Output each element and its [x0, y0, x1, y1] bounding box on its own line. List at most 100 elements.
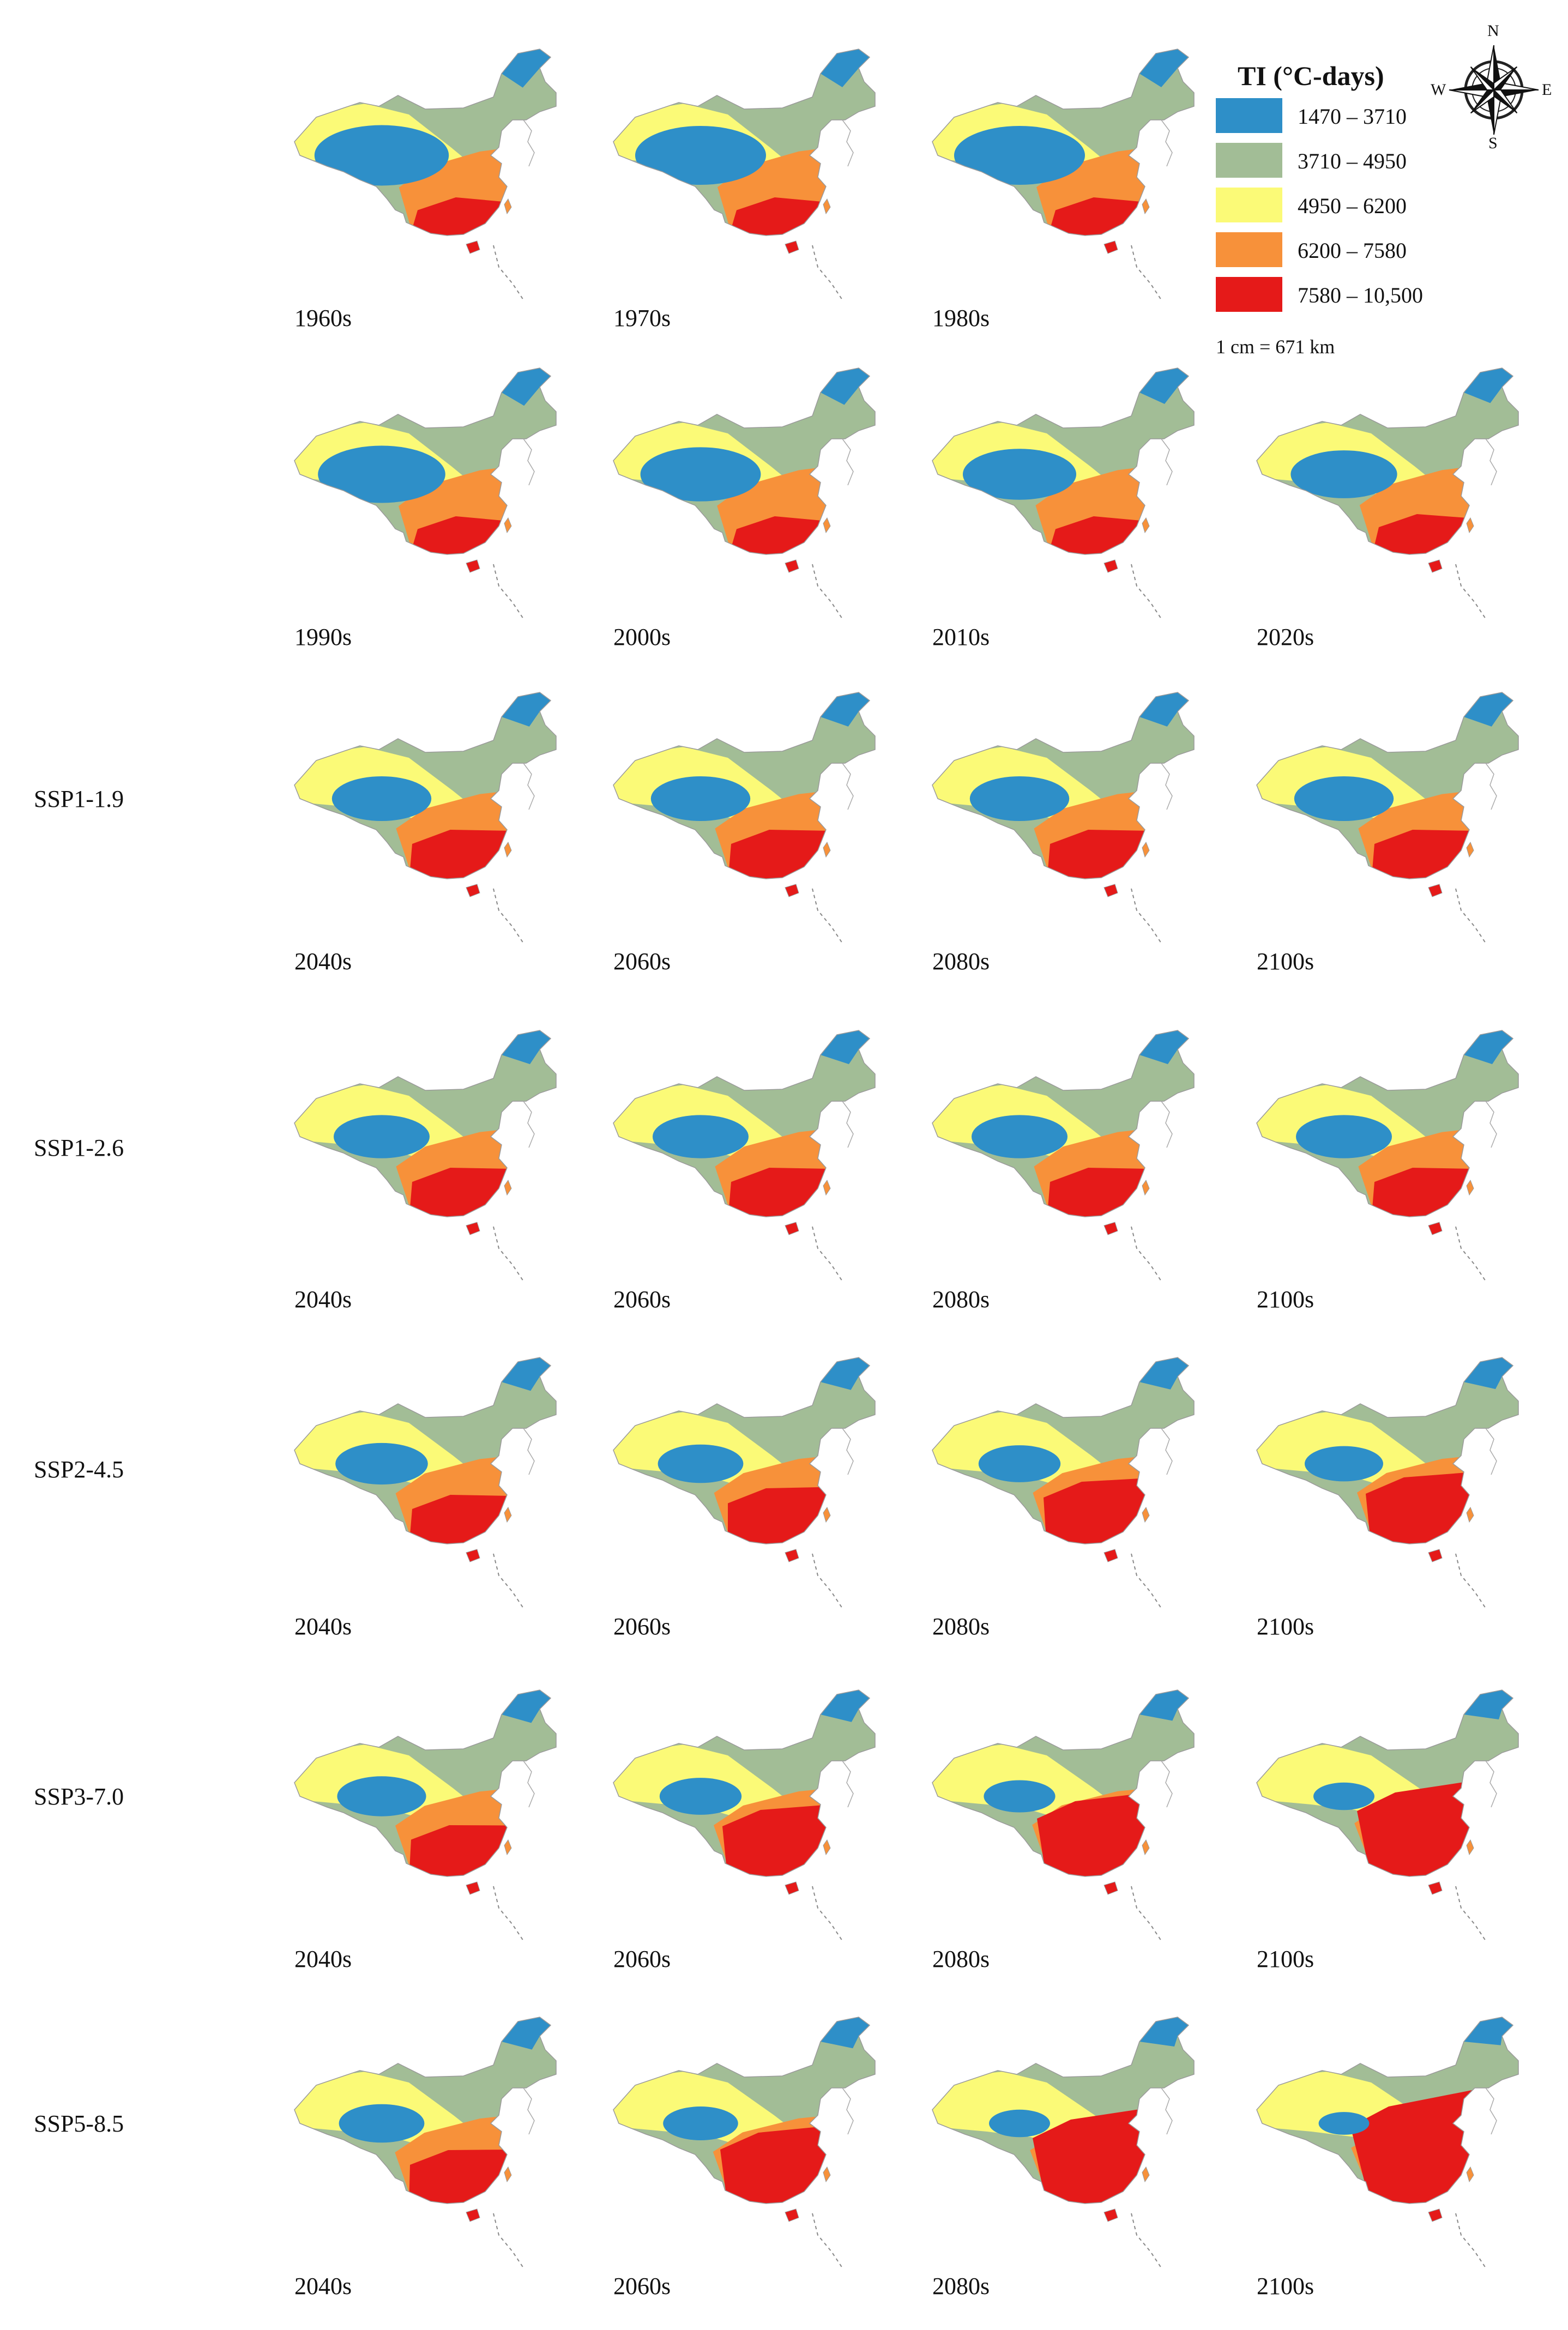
island	[504, 517, 512, 534]
island	[1428, 2208, 1443, 2222]
legend-item: 4950 – 6200	[1216, 188, 1488, 224]
island	[466, 240, 480, 254]
map-class-0-northeast	[1139, 1030, 1189, 1064]
map-panel: 2080s	[921, 1352, 1227, 1657]
nine-dash-line	[493, 1886, 524, 1941]
island	[1103, 1881, 1118, 1895]
legend-swatch	[1216, 143, 1282, 178]
coastline	[1161, 1101, 1173, 1148]
map-panel: 2010s	[921, 363, 1227, 668]
nine-dash-line	[812, 1886, 843, 1941]
coastline	[1485, 1760, 1497, 1808]
map-class-4	[722, 1804, 831, 1876]
coastline	[1485, 2087, 1497, 2135]
map-panel: 2040s	[284, 1025, 589, 1330]
legend-item: 3710 – 4950	[1216, 143, 1488, 179]
island	[1466, 517, 1474, 534]
coastline	[523, 119, 535, 167]
nine-dash-line	[1455, 1886, 1486, 1941]
map-panel: 2020s	[1246, 363, 1551, 668]
china-outline	[1256, 692, 1519, 879]
map-class-0-plateau	[954, 126, 1085, 185]
map-panel: 2100s	[1246, 1352, 1551, 1657]
island	[466, 1549, 480, 1562]
china-outline	[932, 2017, 1195, 2204]
china-map	[1256, 1357, 1519, 1609]
china-outline	[613, 692, 876, 879]
decade-label: 2060s	[613, 1613, 671, 1640]
map-class-0-northeast	[1139, 368, 1189, 404]
decade-label: 2080s	[932, 1286, 990, 1313]
decade-label: 1960s	[294, 305, 352, 331]
china-outline	[613, 367, 876, 555]
map-class-0-plateau	[318, 445, 445, 503]
map-class-0-northeast	[1464, 692, 1513, 727]
island	[504, 1839, 512, 1856]
china-outline	[932, 692, 1195, 879]
coastline	[1485, 763, 1497, 810]
map-class-0-plateau	[331, 776, 432, 822]
map-class-0-northeast	[821, 368, 870, 405]
legend-item: 6200 – 7580	[1216, 232, 1488, 268]
map-panel: 2080s	[921, 2012, 1227, 2317]
legend: TI (°C-days) 1470 – 3710 3710 – 4950 495…	[1205, 38, 1488, 365]
nine-dash-line	[1131, 1886, 1162, 1941]
island	[1428, 559, 1443, 573]
map-class-0-northeast	[1139, 2017, 1189, 2047]
china-map	[613, 1357, 876, 1609]
island	[1142, 517, 1150, 534]
decade-label: 2040s	[294, 2273, 352, 2299]
map-class-0-northeast	[821, 692, 870, 727]
legend-swatch	[1216, 98, 1282, 133]
map-class-0-plateau	[978, 1445, 1061, 1482]
map-class-0-plateau	[635, 126, 766, 185]
china-map	[932, 49, 1195, 300]
island	[1428, 1881, 1443, 1895]
island	[1428, 1222, 1443, 1235]
nine-dash-line	[493, 1553, 524, 1609]
coastline	[842, 438, 854, 486]
map-class-0-plateau	[1294, 776, 1394, 822]
legend-swatch	[1216, 188, 1282, 222]
china-map	[1256, 692, 1519, 944]
island	[823, 517, 831, 534]
decade-label: 2100s	[1257, 948, 1314, 975]
decade-label: 2080s	[932, 948, 990, 975]
map-class-0-northeast	[1139, 692, 1189, 727]
map-class-0-plateau	[1296, 1115, 1392, 1158]
coastline	[842, 763, 854, 810]
china-outline	[932, 49, 1195, 236]
nine-dash-line	[812, 2213, 843, 2268]
china-outline	[613, 1357, 876, 1544]
island	[785, 240, 799, 254]
island	[1466, 1506, 1474, 1523]
nine-dash-line	[812, 564, 843, 619]
nine-dash-line	[1131, 1226, 1162, 1282]
island	[1466, 1839, 1474, 1856]
coastline	[523, 1428, 535, 1475]
map-class-0-plateau	[335, 1442, 428, 1485]
china-outline	[613, 1030, 876, 1217]
china-map	[294, 1030, 557, 1282]
decade-label: 2080s	[932, 1946, 990, 1972]
decade-label: 1990s	[294, 624, 352, 650]
coastline	[1161, 119, 1173, 167]
china-outline	[932, 367, 1195, 555]
island	[1466, 2166, 1474, 2183]
island	[785, 1222, 799, 1235]
china-map	[1256, 1030, 1519, 1282]
island	[1103, 884, 1118, 897]
map-class-0-northeast	[821, 2017, 870, 2049]
china-map	[613, 367, 876, 619]
compass-n: N	[1487, 22, 1499, 40]
china-outline	[932, 1030, 1195, 1217]
nine-dash-line	[1455, 888, 1486, 944]
decade-label: 2040s	[294, 1613, 352, 1640]
legend-label: 4950 – 6200	[1298, 194, 1407, 218]
map-class-0-plateau	[659, 1778, 742, 1815]
legend-item: 1470 – 3710	[1216, 98, 1488, 134]
row-label: SSP3-7.0	[34, 1783, 124, 1810]
map-panel: 2060s	[602, 687, 908, 992]
compass-s: S	[1488, 134, 1498, 152]
china-map	[1256, 1689, 1519, 1941]
